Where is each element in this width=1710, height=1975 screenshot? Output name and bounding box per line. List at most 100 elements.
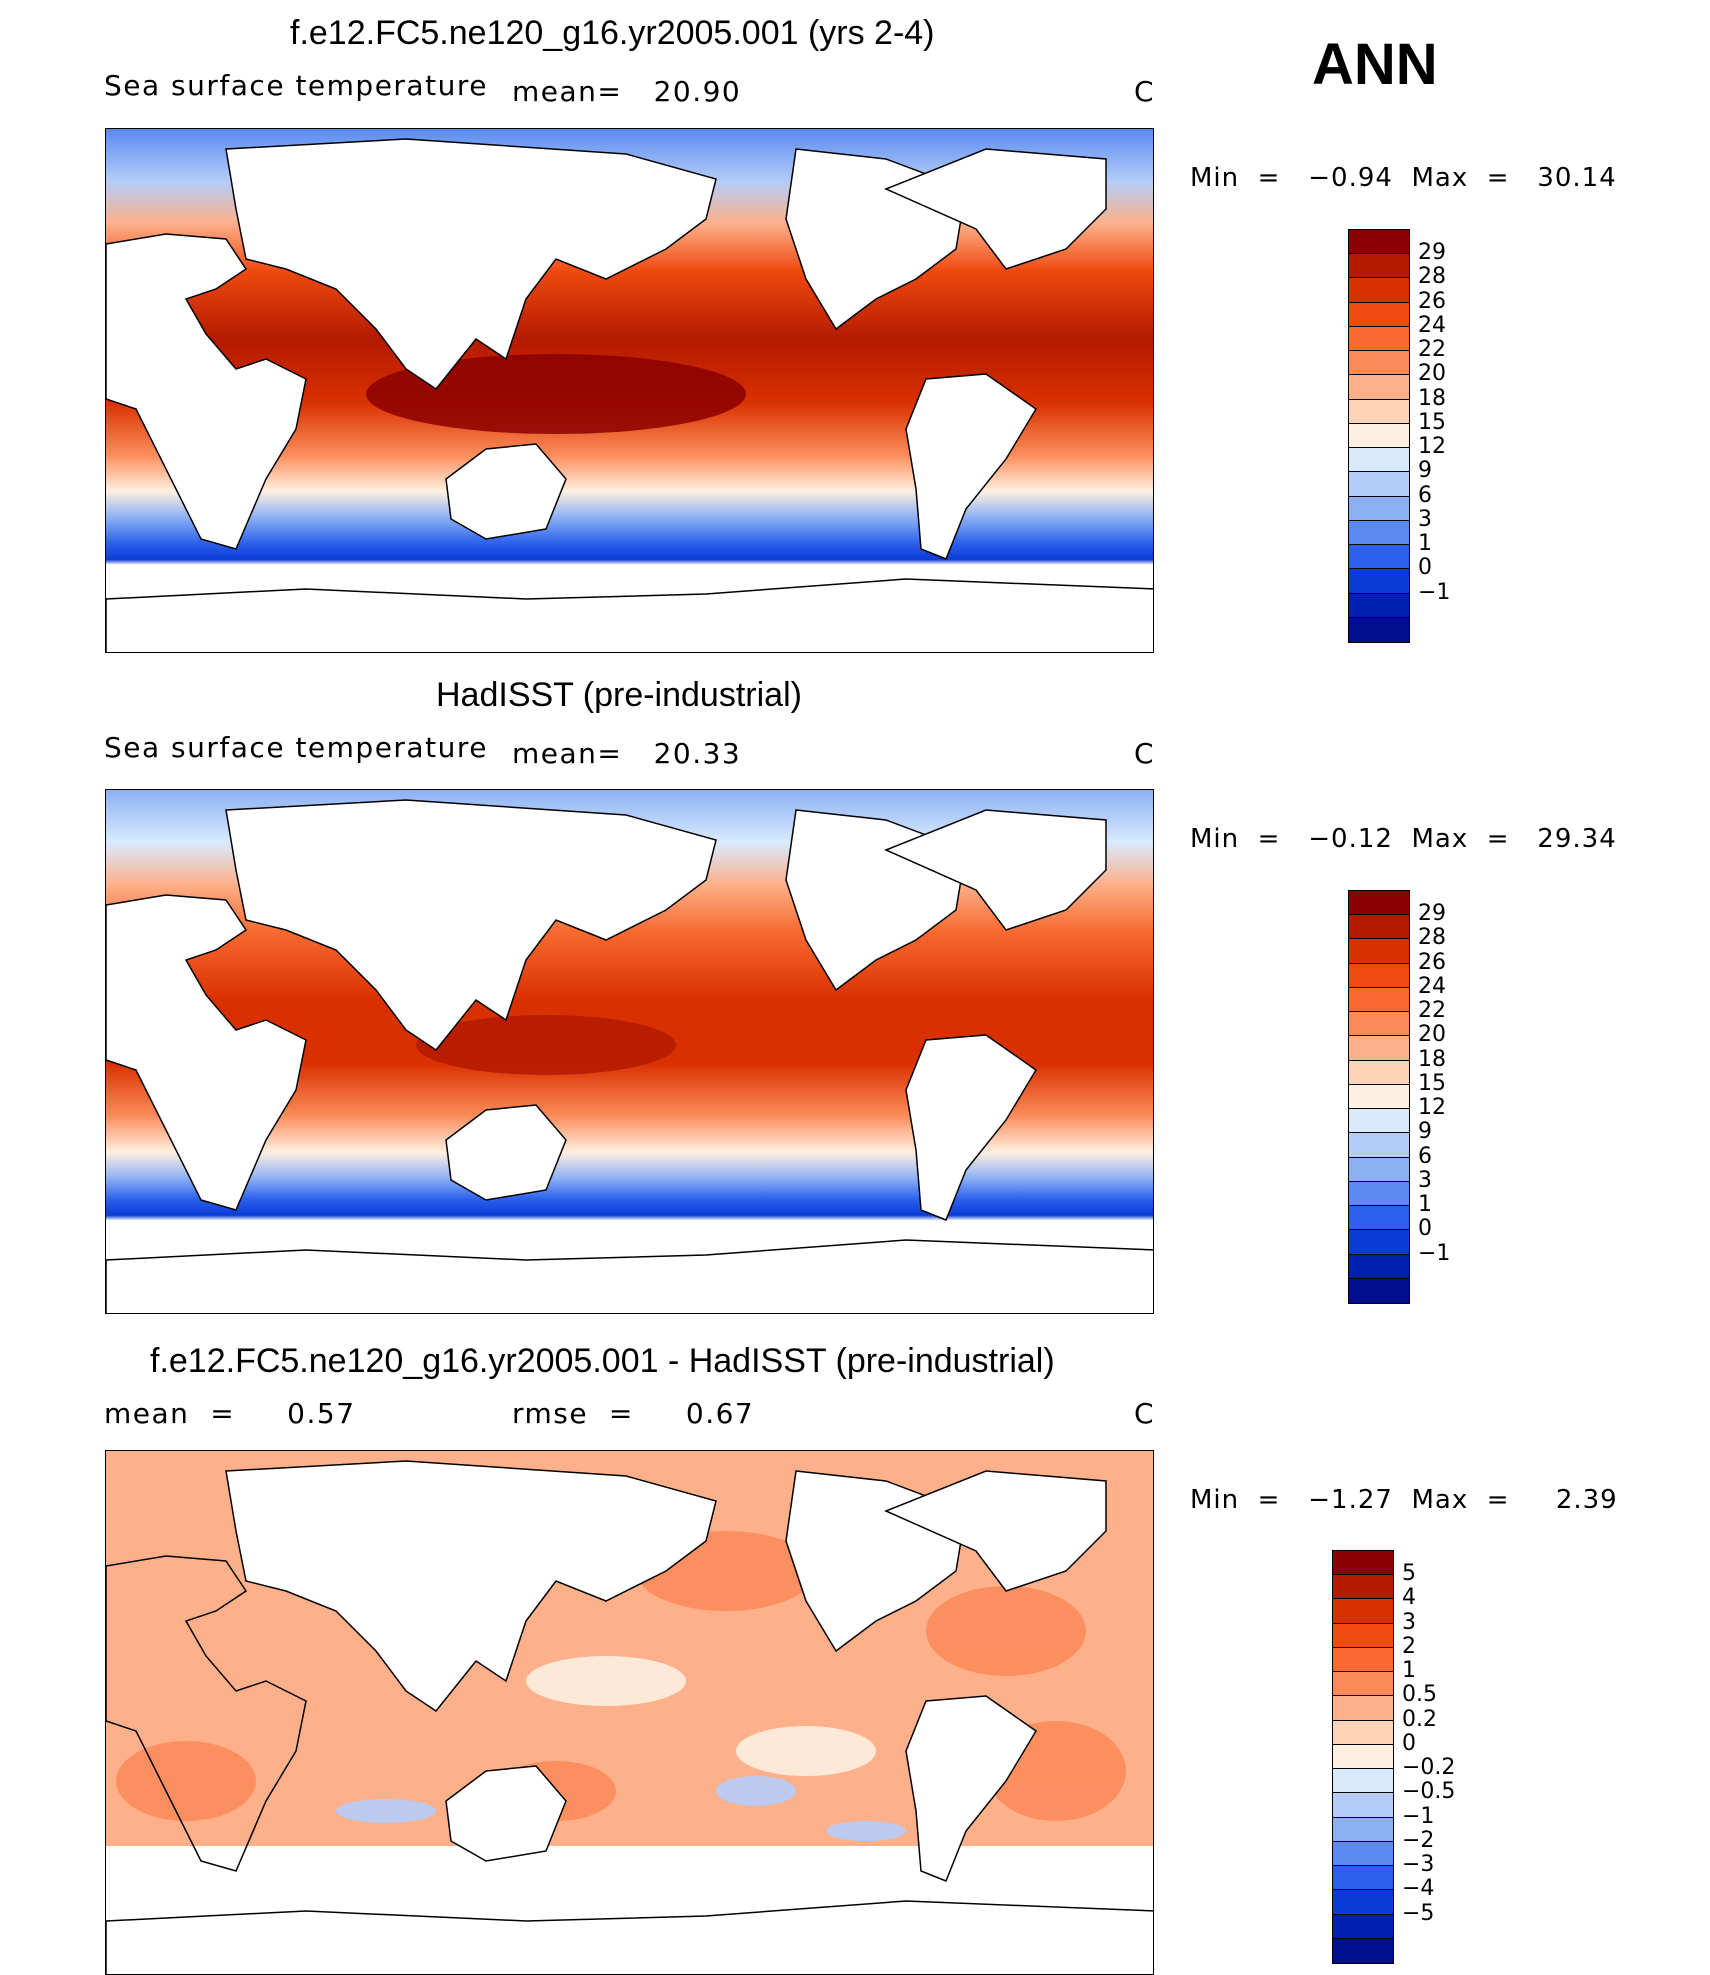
colorbar-tick-label: 26 [1418,288,1446,314]
colorbar-tick-label: −1 [1418,1240,1451,1266]
min-max-label: Min = −1.27 Max = 2.39 [1190,1485,1618,1515]
colorbar-segment [1349,351,1409,376]
colorbar-tick-label: 29 [1418,240,1446,266]
colorbar-segment [1349,545,1409,570]
colorbar-tick-label: 9 [1418,1119,1432,1145]
sst-diff-map [105,1450,1154,1975]
colorbar-segment [1333,1575,1393,1600]
colorbar-segment [1349,1036,1409,1061]
colorbar-segment [1333,1599,1393,1624]
variable-label: Sea surface temperature [104,69,488,102]
colorbar-tick-label: 15 [1418,1070,1446,1096]
colorbar-tick-label: 29 [1418,901,1446,927]
colorbar-tick-label: 1 [1418,531,1432,557]
colorbar-segment [1349,399,1409,424]
colorbar-segment [1349,617,1409,642]
colorbar-tick-label: 2 [1402,1633,1416,1659]
colorbar-tick-label: −2 [1402,1827,1435,1853]
colorbar [1332,1550,1394,1964]
colorbar-tick-label: 28 [1418,925,1446,951]
colorbar-segment [1349,1230,1409,1255]
colorbar-tick-label: 0.5 [1402,1682,1437,1708]
colorbar-tick-label: 6 [1418,1143,1432,1169]
colorbar-tick-label: 22 [1418,337,1446,363]
colorbar-tick-label: 28 [1418,264,1446,290]
colorbar-tick-label: 6 [1418,482,1432,508]
colorbar-segment [1349,1012,1409,1037]
colorbar-segment [1349,1133,1409,1158]
colorbar-tick-label: 3 [1402,1609,1416,1635]
colorbar-segment [1349,1060,1409,1085]
panel-title: HadISST (pre-industrial) [436,676,802,714]
variable-label: Sea surface temperature [104,731,488,764]
colorbar [1348,890,1410,1304]
sst-map-obs [105,789,1154,1314]
colorbar-segment [1349,593,1409,618]
colorbar-tick-label: −1 [1418,579,1451,605]
colorbar-segment [1349,326,1409,352]
colorbar-segment [1333,1744,1393,1770]
colorbar-segment [1333,1866,1393,1891]
mean-stat: mean= 20.33 [512,737,742,770]
colorbar-segment [1333,1938,1393,1963]
colorbar-tick-label: 0.2 [1402,1706,1437,1732]
units-label: C [1134,737,1156,770]
colorbar-segment [1349,1157,1409,1182]
colorbar-segment [1349,423,1409,449]
map-canvas [106,1451,1153,1974]
colorbar-tick-label: 4 [1402,1585,1416,1611]
colorbar-tick-label: 26 [1418,949,1446,975]
colorbar-tick-label: −1 [1402,1803,1435,1829]
units-label: C [1134,1397,1156,1430]
colorbar-tick-label: 3 [1418,1167,1432,1193]
colorbar-tick-label: 1 [1402,1658,1416,1684]
colorbar-segment [1333,1817,1393,1842]
colorbar-segment [1333,1623,1393,1648]
colorbar-segment [1333,1769,1393,1794]
units-label: C [1134,75,1156,108]
colorbar-segment [1349,1206,1409,1231]
colorbar-tick-label: 12 [1418,434,1446,460]
colorbar-tick-label: 18 [1418,1046,1446,1072]
sst-map-model [105,128,1154,653]
colorbar-segment [1333,1890,1393,1915]
season-label: ANN [1312,32,1438,97]
colorbar-segment [1349,448,1409,473]
colorbar-tick-label: 3 [1418,506,1432,532]
colorbar-segment [1349,302,1409,327]
colorbar-segment [1349,1109,1409,1134]
panel-title: f.e12.FC5.ne120_g16.yr2005.001 - HadISST… [150,1342,1055,1380]
colorbar-tick-label: 15 [1418,409,1446,435]
map-canvas [106,790,1153,1313]
colorbar-segment [1349,1181,1409,1207]
colorbar-tick-label: 18 [1418,385,1446,411]
colorbar-segment [1349,375,1409,400]
colorbar-segment [1333,1793,1393,1818]
colorbar-segment [1333,1647,1393,1673]
colorbar-segment [1349,1278,1409,1303]
colorbar-tick-label: −5 [1402,1900,1435,1926]
colorbar-segment [1349,230,1409,255]
colorbar-segment [1349,569,1409,594]
colorbar-tick-label: −3 [1402,1852,1435,1878]
mean-stat: mean= 20.90 [512,75,742,108]
colorbar [1348,229,1410,643]
colorbar-segment [1349,891,1409,916]
colorbar-segment [1349,1254,1409,1279]
colorbar-segment [1333,1841,1393,1867]
colorbar-tick-label: 5 [1402,1561,1416,1587]
min-max-label: Min = −0.12 Max = 29.34 [1190,824,1617,854]
colorbar-tick-label: −0.2 [1402,1755,1456,1781]
colorbar-tick-label: 20 [1418,361,1446,387]
colorbar-segment [1333,1672,1393,1697]
colorbar-segment [1349,520,1409,546]
colorbar-segment [1349,987,1409,1013]
colorbar-tick-label: 20 [1418,1022,1446,1048]
colorbar-tick-label: 22 [1418,998,1446,1024]
mean-stat: mean = 0.57 [104,1397,356,1430]
colorbar-segment [1349,278,1409,303]
colorbar-tick-label: −0.5 [1402,1779,1456,1805]
colorbar-segment [1349,496,1409,521]
colorbar-tick-label: 0 [1418,1216,1432,1242]
colorbar-tick-label: 0 [1402,1730,1416,1756]
